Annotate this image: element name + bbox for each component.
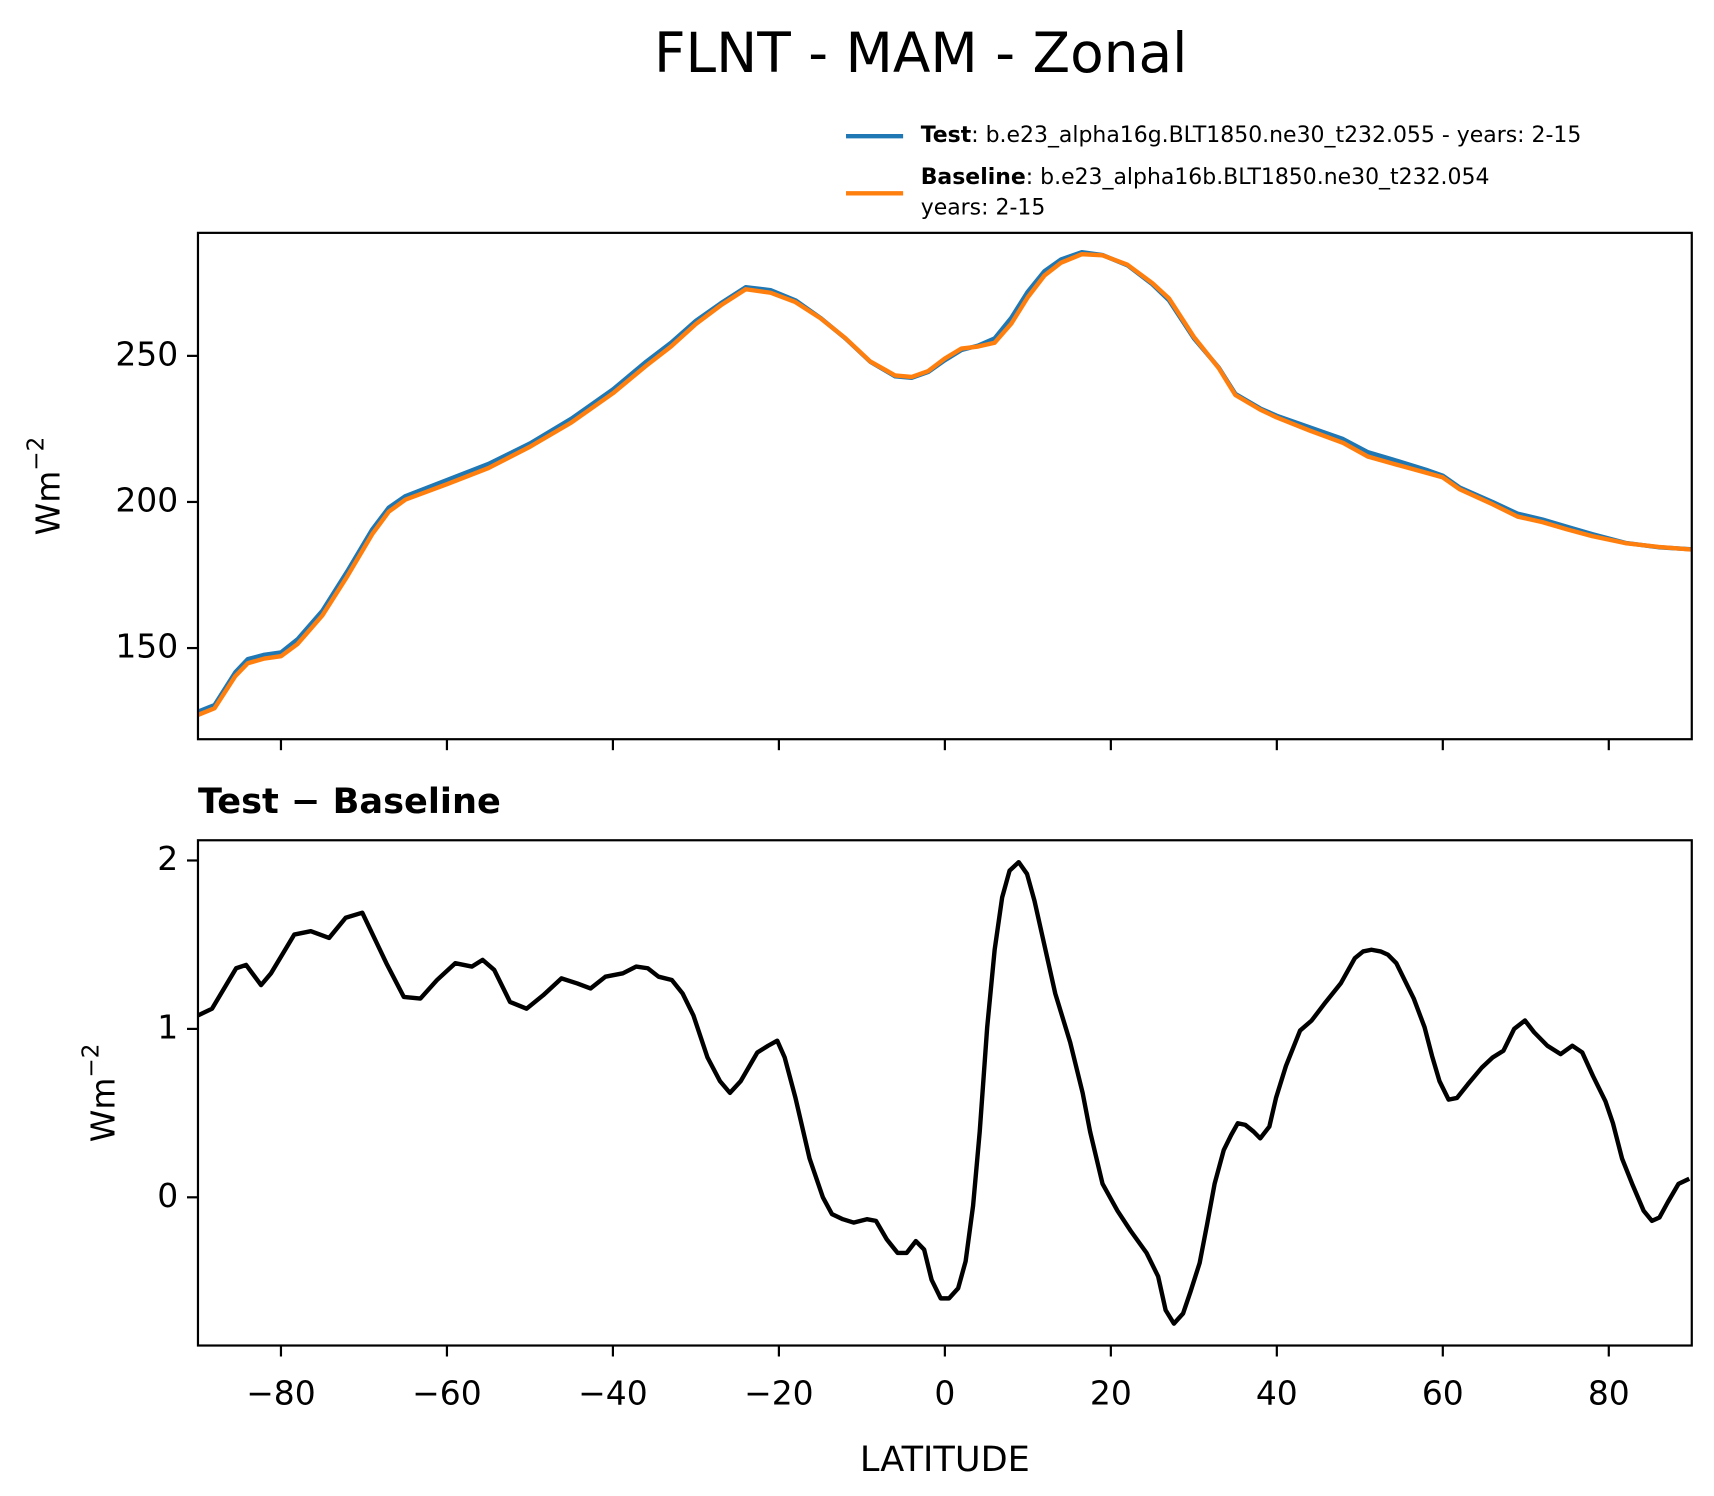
y-axis-label: Wm−2 bbox=[23, 437, 67, 536]
y-axis-label-exponent: −2 bbox=[78, 1044, 104, 1078]
difference-line bbox=[197, 859, 1691, 1326]
x-tick-label: 20 bbox=[1090, 1373, 1132, 1412]
plot-frame bbox=[196, 839, 1693, 1347]
legend-text: Test: b.e23_alpha16g.BLT1850.ne30_t232.0… bbox=[921, 123, 1582, 148]
y-axis-label: Wm−2 bbox=[78, 1044, 122, 1143]
figure-title: FLNT - MAM - Zonal bbox=[654, 21, 1187, 85]
legend-text: years: 2-15 bbox=[921, 196, 1046, 221]
x-tick-label: 40 bbox=[1256, 1373, 1298, 1412]
legend-description: years: 2-15 bbox=[921, 196, 1046, 221]
y-axis-label-unit: Wm bbox=[83, 1078, 122, 1143]
series-line bbox=[197, 251, 1692, 717]
panel-title: Test − Baseline bbox=[198, 781, 501, 822]
y-tick-label: 1 bbox=[157, 1007, 178, 1046]
y-axis-label-unit: Wm bbox=[28, 471, 67, 536]
y-tick-label: 250 bbox=[115, 334, 178, 373]
legend-description: : b.e23_alpha16g.BLT1850.ne30_t232.055 -… bbox=[971, 123, 1581, 148]
legend-description: : b.e23_alpha16b.BLT1850.ne30_t232.054 bbox=[1026, 165, 1490, 190]
x-tick-label: 80 bbox=[1588, 1373, 1630, 1412]
x-tick-label: −20 bbox=[744, 1373, 814, 1412]
x-tick-label: −40 bbox=[578, 1373, 648, 1412]
y-tick-label: 2 bbox=[157, 839, 178, 878]
legend-name: Test bbox=[921, 123, 972, 148]
y-tick-label: 0 bbox=[157, 1176, 178, 1215]
x-axis-label: LATITUDE bbox=[860, 1439, 1030, 1480]
y-tick-label: 200 bbox=[115, 480, 178, 519]
legend-text: Baseline: b.e23_alpha16b.BLT1850.ne30_t2… bbox=[921, 165, 1490, 190]
x-tick-label: 60 bbox=[1422, 1373, 1464, 1412]
legend-name: Baseline bbox=[921, 165, 1026, 190]
y-axis-label-exponent: −2 bbox=[23, 437, 49, 471]
x-tick-label: 0 bbox=[934, 1373, 955, 1412]
x-tick-label: −80 bbox=[246, 1373, 316, 1412]
x-tick-label: −60 bbox=[412, 1373, 482, 1412]
plot-frame bbox=[196, 231, 1693, 741]
y-tick-label: 150 bbox=[115, 627, 178, 666]
